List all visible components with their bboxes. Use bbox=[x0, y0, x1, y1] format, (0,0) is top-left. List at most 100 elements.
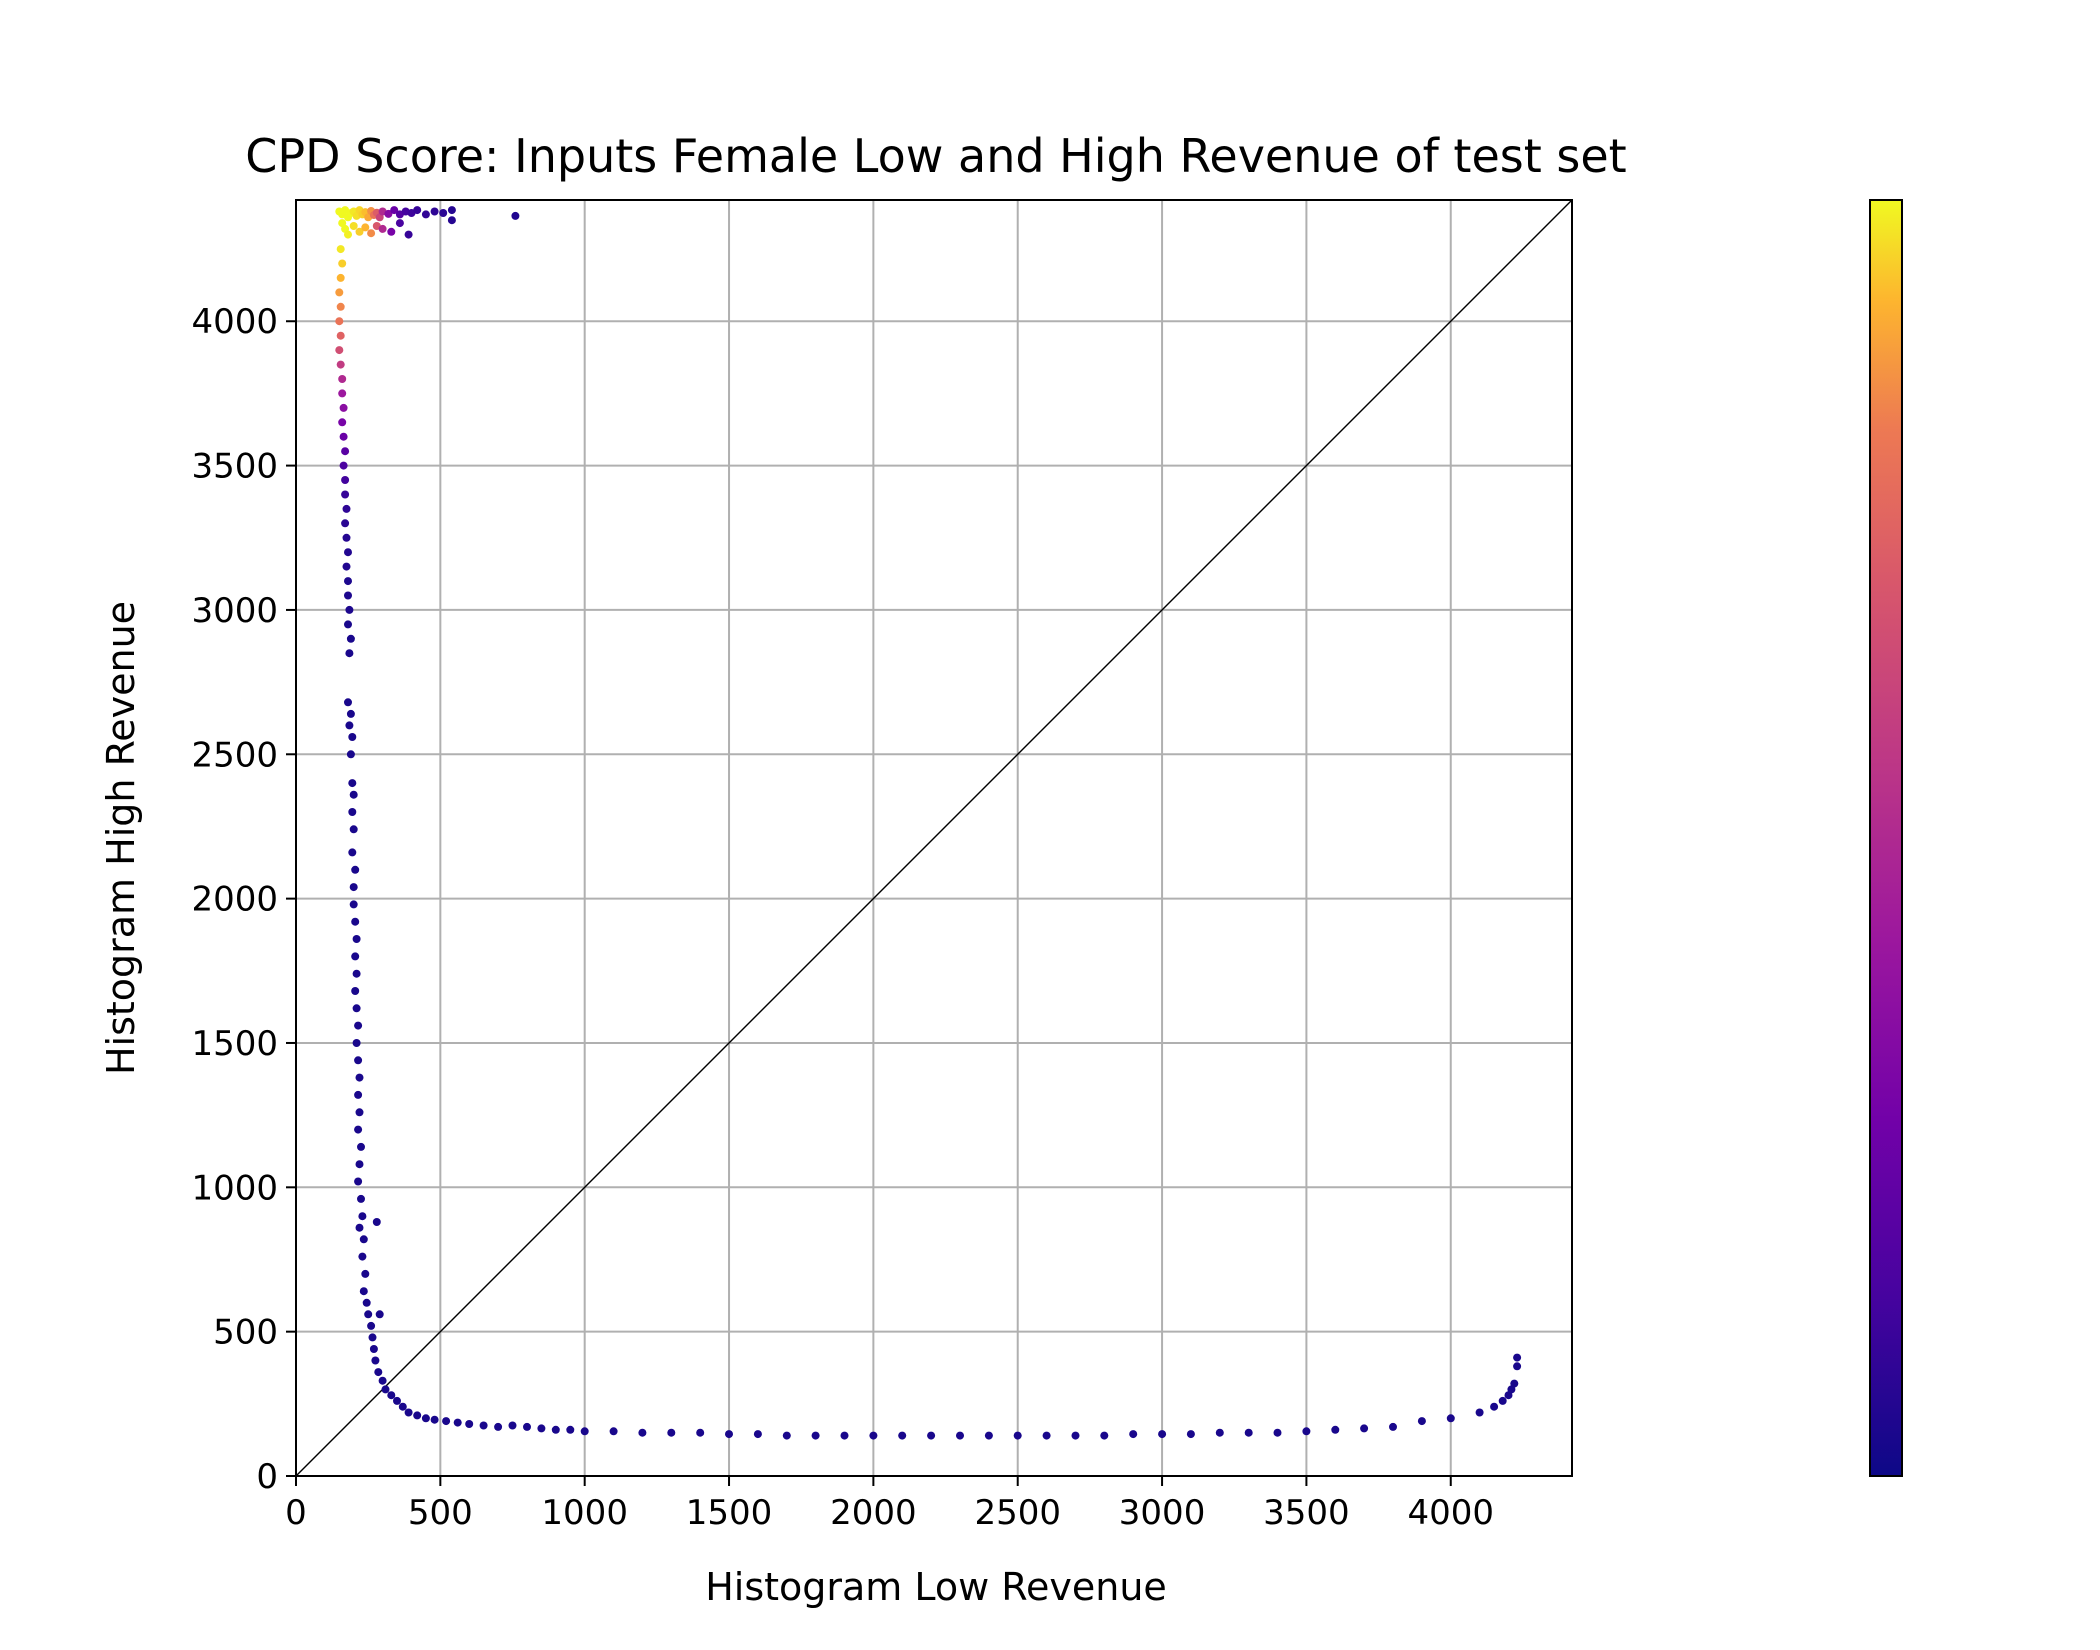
data-point bbox=[1510, 1379, 1519, 1388]
data-point bbox=[566, 1425, 575, 1434]
data-point bbox=[346, 634, 355, 643]
data-point bbox=[344, 620, 352, 629]
data-point bbox=[465, 1420, 474, 1428]
data-point bbox=[404, 1408, 413, 1417]
data-point bbox=[638, 1428, 647, 1437]
y-tick-label: 1000 bbox=[191, 1168, 278, 1208]
data-point bbox=[349, 790, 358, 799]
x-tick-label: 3500 bbox=[1263, 1493, 1350, 1533]
data-point bbox=[351, 865, 360, 874]
data-point bbox=[336, 273, 345, 282]
data-point bbox=[390, 206, 399, 215]
data-point bbox=[537, 1424, 546, 1433]
data-point bbox=[339, 403, 348, 412]
data-point bbox=[336, 360, 345, 369]
data-point bbox=[840, 1431, 849, 1440]
data-point bbox=[413, 206, 422, 215]
grid bbox=[295, 200, 1572, 1477]
data-point bbox=[439, 209, 448, 217]
data-point bbox=[357, 1194, 365, 1203]
data-point bbox=[341, 447, 350, 456]
data-point bbox=[341, 519, 350, 528]
data-point bbox=[511, 211, 520, 220]
data-point bbox=[1273, 1428, 1282, 1437]
data-point bbox=[336, 245, 345, 254]
data-point bbox=[1513, 1353, 1522, 1362]
y-tick-label: 2500 bbox=[191, 735, 278, 775]
data-point bbox=[393, 1396, 401, 1405]
data-point bbox=[352, 1004, 361, 1013]
y-tick-label: 0 bbox=[256, 1457, 278, 1497]
data-point bbox=[362, 1298, 371, 1307]
data-point bbox=[342, 504, 351, 513]
data-point bbox=[447, 206, 456, 215]
data-point bbox=[1498, 1396, 1507, 1405]
data-point bbox=[339, 432, 348, 441]
data-point bbox=[336, 331, 345, 340]
data-point bbox=[447, 216, 456, 225]
data-point bbox=[1158, 1430, 1167, 1439]
data-point bbox=[338, 418, 347, 427]
data-point bbox=[696, 1428, 705, 1437]
x-axis-ticks: 0 500 1000 1500 2000 2500 3000 3500 4000 bbox=[285, 1476, 1494, 1533]
data-point bbox=[355, 1108, 364, 1117]
data-point bbox=[395, 219, 404, 228]
data-point bbox=[359, 1235, 368, 1244]
data-point bbox=[354, 1125, 363, 1134]
data-point bbox=[341, 476, 350, 484]
data-point bbox=[372, 1218, 381, 1226]
data-point bbox=[344, 230, 352, 239]
data-point bbox=[335, 346, 344, 355]
data-point bbox=[508, 1421, 517, 1430]
data-point bbox=[384, 209, 393, 218]
data-point bbox=[344, 698, 352, 707]
y-tick-label: 3500 bbox=[191, 447, 278, 487]
data-point bbox=[341, 490, 350, 499]
data-point bbox=[381, 1385, 390, 1394]
data-point bbox=[398, 1402, 407, 1411]
chart-title: CPD Score: Inputs Female Low and High Re… bbox=[245, 129, 1626, 183]
data-point bbox=[348, 779, 357, 788]
data-point bbox=[344, 548, 352, 557]
colorbar bbox=[1869, 199, 1903, 1477]
data-point bbox=[367, 1321, 376, 1330]
y-tick-label: 3000 bbox=[191, 591, 278, 631]
x-tick-label: 1500 bbox=[686, 1493, 773, 1533]
data-point bbox=[725, 1430, 733, 1439]
x-axis-label: Histogram Low Revenue bbox=[705, 1565, 1167, 1609]
data-point bbox=[1302, 1427, 1311, 1436]
data-point bbox=[352, 1039, 361, 1047]
data-point bbox=[364, 1310, 373, 1319]
data-point bbox=[1013, 1431, 1022, 1440]
plot-frame bbox=[295, 199, 1573, 1477]
data-point bbox=[335, 317, 344, 326]
data-point bbox=[354, 1056, 363, 1065]
data-point bbox=[349, 883, 358, 892]
x-tick-label: 1000 bbox=[541, 1493, 628, 1533]
data-point bbox=[344, 577, 352, 586]
data-point bbox=[342, 562, 351, 571]
data-point bbox=[335, 288, 344, 297]
data-point bbox=[1331, 1425, 1340, 1434]
data-point bbox=[378, 1376, 387, 1385]
data-point bbox=[355, 1160, 364, 1169]
data-point bbox=[344, 591, 352, 600]
data-point bbox=[421, 1414, 430, 1423]
data-point bbox=[956, 1431, 964, 1440]
data-point bbox=[453, 1418, 462, 1427]
data-point bbox=[355, 1223, 364, 1232]
data-point bbox=[346, 750, 355, 759]
data-point bbox=[369, 1345, 378, 1353]
y-tick-label: 2000 bbox=[191, 880, 278, 920]
data-point bbox=[378, 224, 387, 233]
data-point bbox=[1389, 1422, 1397, 1431]
data-point bbox=[348, 848, 357, 857]
data-point bbox=[898, 1431, 907, 1440]
data-point bbox=[351, 987, 360, 995]
data-point bbox=[430, 1415, 439, 1424]
data-point bbox=[551, 1425, 560, 1434]
data-point bbox=[361, 223, 370, 232]
data-point bbox=[984, 1431, 993, 1440]
data-point bbox=[338, 389, 347, 398]
